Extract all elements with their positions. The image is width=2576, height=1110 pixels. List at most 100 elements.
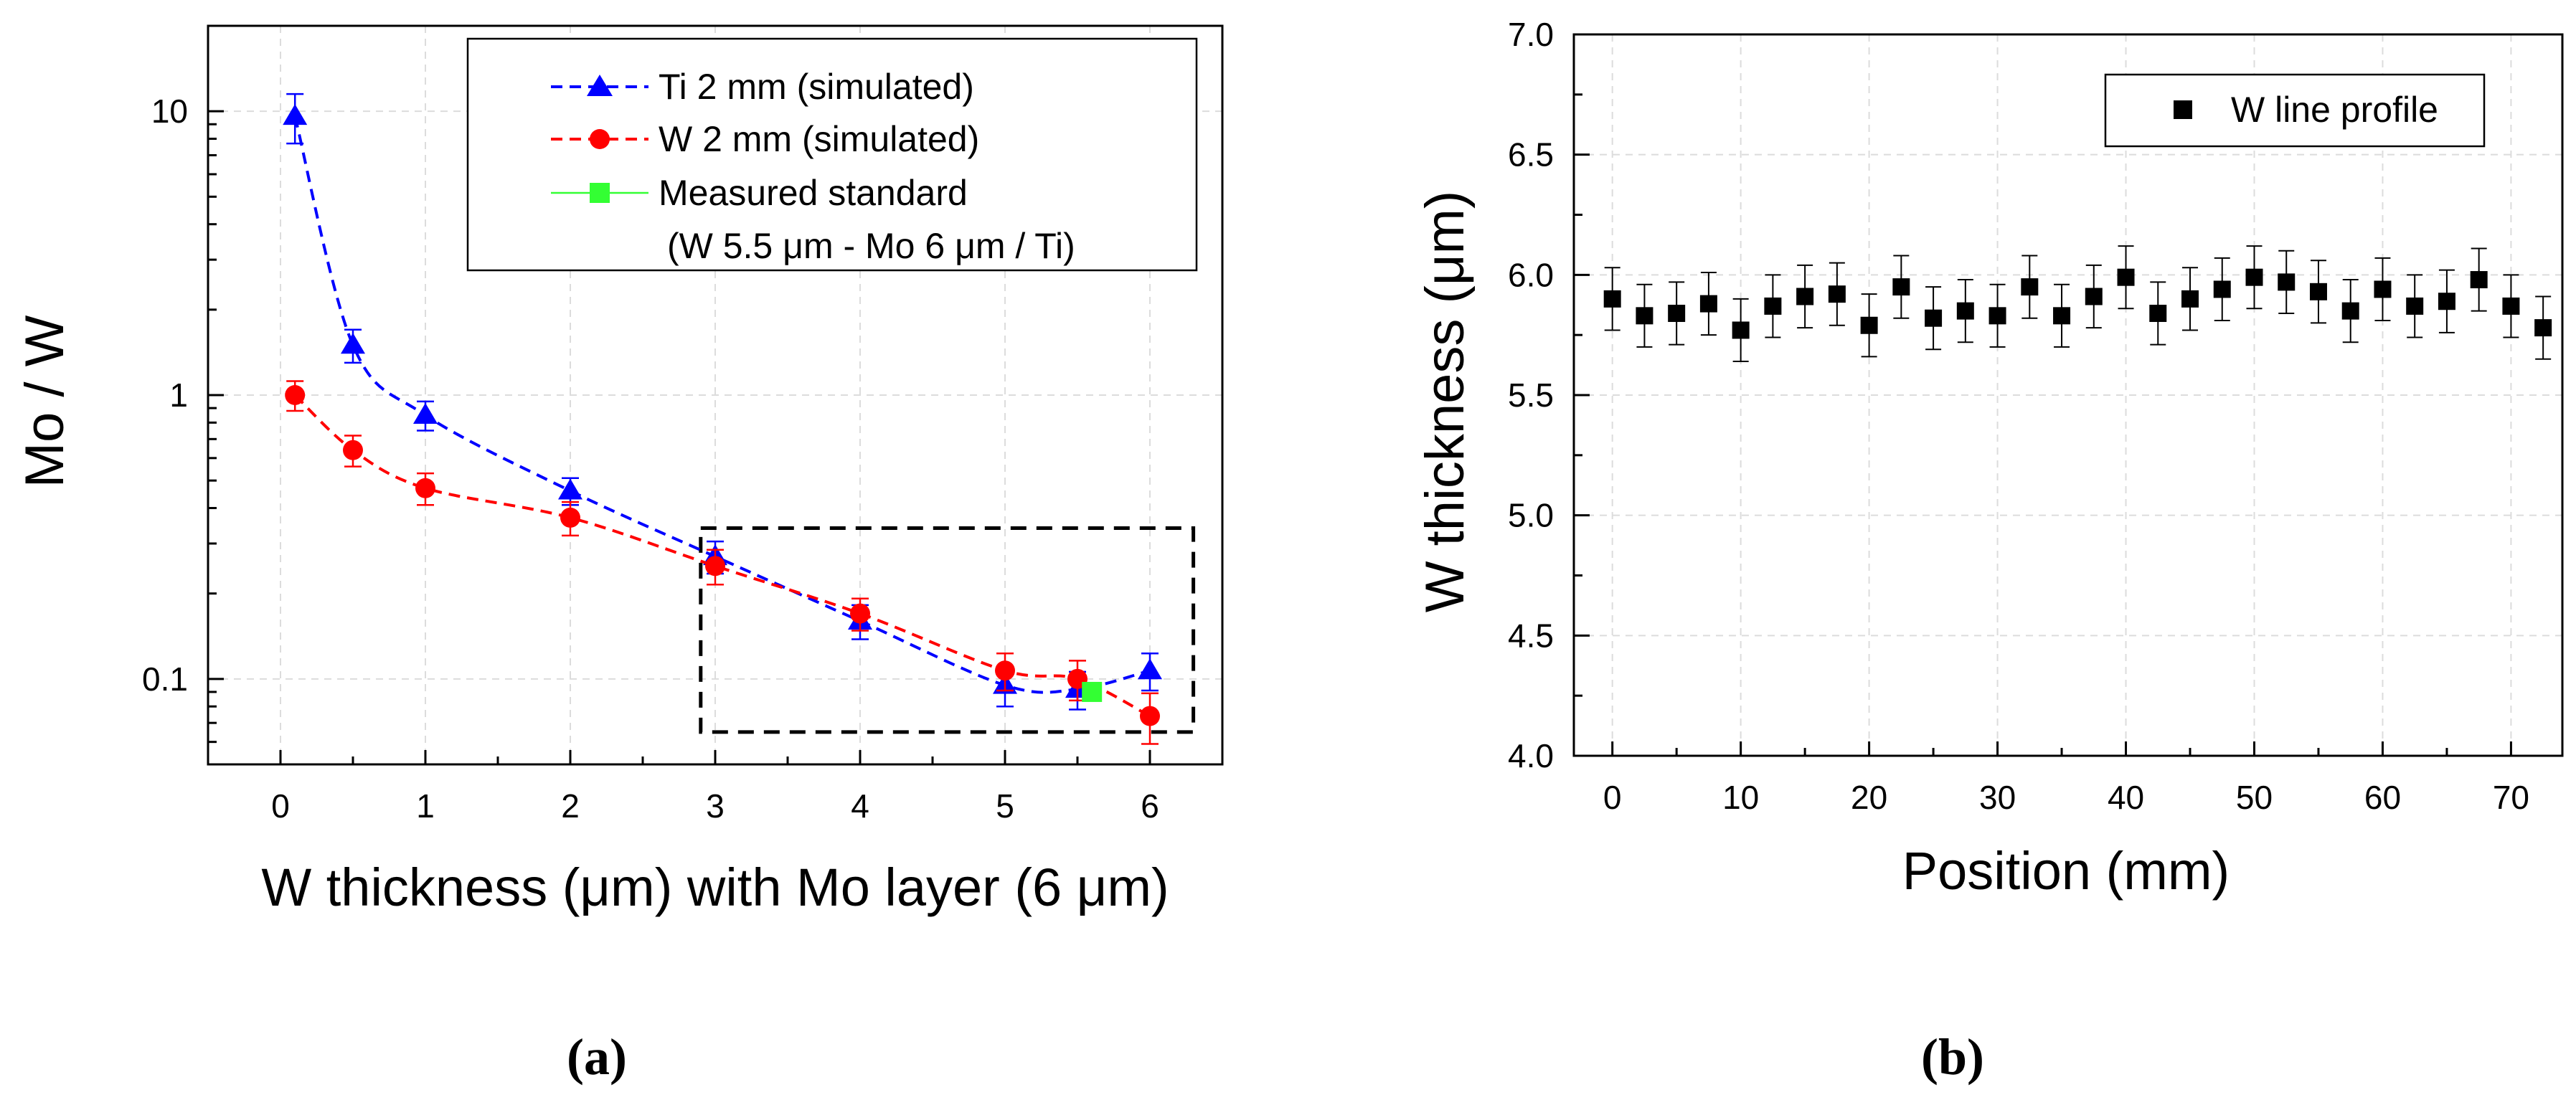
- chart-b-y-tick-label: 6.5: [1508, 136, 1554, 174]
- chart-a-data-point: [705, 556, 725, 577]
- chart-b-data-point: [2149, 304, 2167, 322]
- chart-b-data-point: [2406, 297, 2424, 315]
- chart-a-data-point: [343, 440, 363, 460]
- chart-a-ticks: [207, 24, 1224, 764]
- chart-b-data-point: [2181, 290, 2199, 308]
- chart-a-data-point: [850, 603, 870, 624]
- chart-a: 0 1 2 3 4 5 6 0.1 1 10 Ti 2 mm (simulated) W 2 m…: [14, 24, 1224, 1086]
- chart-b-series: [1603, 245, 2552, 363]
- chart-b-data-point: [1668, 304, 1686, 322]
- chart-b-data-point: [2374, 280, 2392, 298]
- chart-a-data-point: [558, 478, 582, 500]
- chart-a-series-line: [293, 394, 1151, 718]
- chart-b-data-point: [1925, 309, 1943, 327]
- chart-a-data-point: [285, 385, 306, 405]
- chart-b-data-point: [2085, 288, 2103, 305]
- chart-a-x-tick-label: 1: [416, 787, 435, 825]
- chart-a-panel-label: (a): [567, 1028, 627, 1086]
- chart-a-x-tick-label: 3: [706, 787, 725, 825]
- chart-b-data-point: [1764, 297, 1782, 315]
- legend-ti-marker: [587, 75, 613, 96]
- chart-b-data-point: [1892, 278, 1910, 296]
- chart-b-data-point: [1956, 302, 1974, 320]
- chart-b-data-point: [2053, 307, 2071, 325]
- chart-b-x-tick-label: 70: [2493, 779, 2529, 816]
- chart-a-data-point: [1140, 706, 1160, 726]
- chart-a-y-axis-title: Mo / W: [14, 315, 75, 488]
- chart-b-data-point: [2309, 283, 2327, 300]
- chart-b-legend: W line profile: [2104, 73, 2486, 148]
- chart-b-legend-box: [2104, 73, 2486, 148]
- chart-b-data-point: [1988, 307, 2006, 325]
- chart-b-y-tick-label: 5.0: [1508, 497, 1554, 534]
- chart-a-y-tick-labels: 0.1 1 10: [142, 92, 188, 698]
- chart-b-data-point: [2502, 297, 2520, 315]
- chart-b-x-tick-label: 10: [1722, 779, 1759, 816]
- chart-a-x-tick-label: 5: [996, 787, 1014, 825]
- legend-measured-marker: [590, 183, 610, 203]
- chart-b-data-point: [2245, 268, 2263, 286]
- chart-b-y-tick-label: 4.0: [1508, 737, 1554, 774]
- chart-b-x-tick-label: 20: [1851, 779, 1887, 816]
- chart-b-ticks: [1574, 33, 2512, 757]
- chart-a-data-point: [413, 402, 438, 424]
- chart-b-panel-label: (b): [1921, 1028, 1984, 1086]
- chart-b-x-tick-label: 0: [1603, 779, 1622, 816]
- chart-a-legend: Ti 2 mm (simulated) W 2 mm (simulated) M…: [466, 37, 1198, 272]
- chart-b-data-point: [2470, 271, 2488, 289]
- chart-b-x-tick-label: 30: [1979, 779, 2016, 816]
- chart-b-x-tick-label: 40: [2108, 779, 2144, 816]
- chart-b-data-point: [1796, 288, 1814, 305]
- chart-b-data-point: [1732, 321, 1750, 339]
- chart-b-x-axis-title: Position (mm): [1902, 841, 2230, 901]
- chart-a-data-point: [283, 104, 308, 125]
- chart-a-data-point: [1082, 681, 1103, 702]
- chart-a-x-tick-label: 2: [561, 787, 580, 825]
- chart-b-data-point: [2278, 273, 2296, 291]
- chart-a-data-point: [560, 507, 580, 528]
- chart-b-data-point: [2438, 293, 2455, 310]
- chart-b-series-w-profile: [1603, 245, 2552, 363]
- chart-b: 0 10 20 30 40 50 60 70 4.0 4.5 5.0 5.5 6.0 6.5 7.0 W …: [1415, 16, 2564, 1086]
- legend-entry-measured: Measured standard (W 5.5 μm - Mo 6 μm / …: [551, 173, 1075, 266]
- chart-a-data-point: [341, 333, 365, 354]
- chart-a-y-tick-label: 10: [151, 92, 188, 130]
- chart-b-data-point: [1860, 316, 1878, 334]
- chart-b-data-point: [1636, 307, 1653, 325]
- chart-b-x-tick-labels: 0 10 20 30 40 50 60 70: [1603, 779, 2529, 816]
- chart-a-x-tick-label: 6: [1141, 787, 1159, 825]
- chart-a-legend-box: [466, 37, 1198, 272]
- chart-b-y-tick-label: 6.0: [1508, 256, 1554, 293]
- chart-b-y-tick-labels: 4.0 4.5 5.0 5.5 6.0 6.5 7.0: [1508, 16, 1554, 774]
- chart-a-highlight-rectangle: [699, 526, 1196, 734]
- chart-b-grid: [1574, 34, 2562, 756]
- chart-a-x-tick-label: 0: [271, 787, 290, 825]
- chart-b-data-point: [1828, 285, 1846, 303]
- legend-measured-label: Measured standard: [659, 173, 968, 213]
- chart-b-data-point: [2213, 280, 2231, 298]
- chart-a-x-axis-title: W thickness (μm) with Mo layer (6 μm): [261, 858, 1169, 917]
- chart-b-y-axis-title: W thickness (μm): [1415, 191, 1476, 612]
- chart-b-y-tick-label: 7.0: [1508, 16, 1554, 53]
- legend-measured-label-line2: (W 5.5 μm - Mo 6 μm / Ti): [667, 226, 1075, 266]
- chart-a-series-measured: [1082, 681, 1103, 702]
- chart-a-y-tick-label: 1: [169, 376, 188, 414]
- chart-b-data-point: [2117, 268, 2135, 286]
- legend-w-profile-label: W line profile: [2231, 90, 2438, 130]
- chart-b-data-point: [1699, 295, 1717, 313]
- legend-w-marker: [590, 129, 610, 149]
- chart-a-data-point: [1138, 658, 1162, 680]
- chart-b-data-point: [2341, 302, 2359, 320]
- legend-entry-ti: Ti 2 mm (simulated): [551, 67, 974, 107]
- chart-a-y-tick-label: 0.1: [142, 660, 188, 698]
- legend-w-label: W 2 mm (simulated): [659, 119, 979, 159]
- chart-a-series-w: [285, 380, 1160, 745]
- legend-ti-label: Ti 2 mm (simulated): [659, 67, 974, 107]
- legend-entry-w: W 2 mm (simulated): [551, 119, 979, 159]
- legend-w-profile-marker: [2174, 100, 2192, 119]
- chart-b-data-point: [2021, 278, 2039, 296]
- chart-b-y-tick-label: 5.5: [1508, 376, 1554, 414]
- chart-a-series: [283, 92, 1162, 745]
